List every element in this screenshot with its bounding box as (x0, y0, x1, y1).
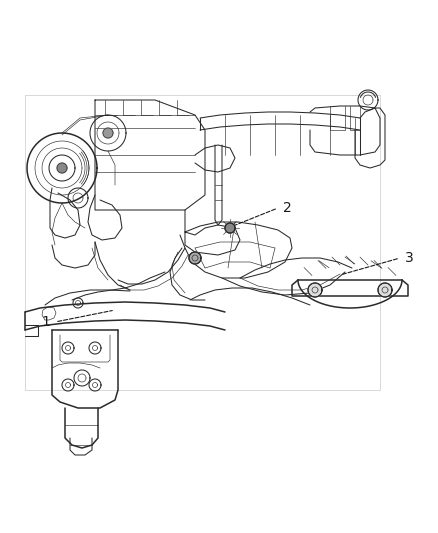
Text: 2: 2 (283, 201, 292, 215)
Polygon shape (57, 163, 67, 173)
Polygon shape (189, 252, 201, 264)
Text: 3: 3 (405, 251, 414, 265)
Bar (25, 95, 380, 390)
Polygon shape (103, 128, 113, 138)
Polygon shape (225, 223, 235, 233)
Text: 1: 1 (41, 315, 50, 329)
Polygon shape (308, 283, 322, 297)
Polygon shape (378, 283, 392, 297)
